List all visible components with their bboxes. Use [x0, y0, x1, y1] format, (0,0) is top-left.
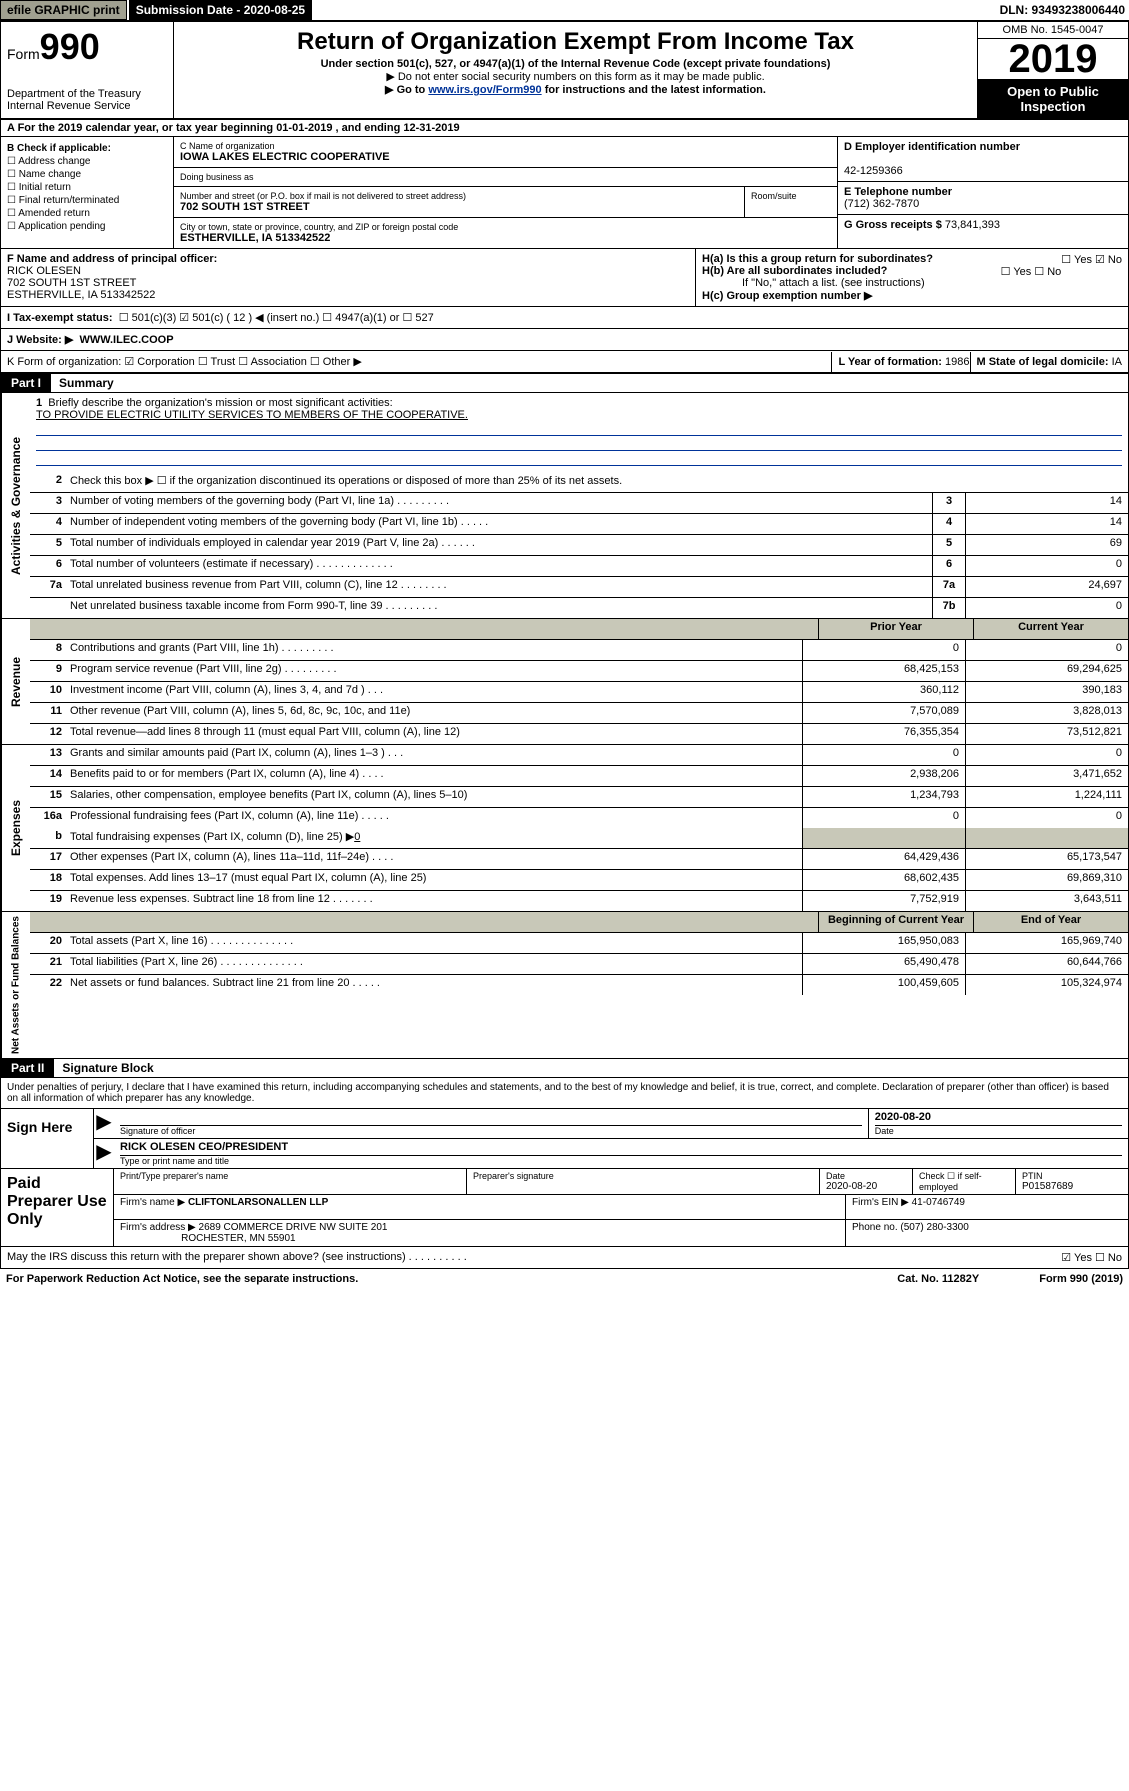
net-assets-section: Net Assets or Fund Balances Beginning of…: [0, 912, 1129, 1059]
block-h: H(a) Is this a group return for subordin…: [696, 249, 1128, 306]
table-row: 19Revenue less expenses. Subtract line 1…: [30, 891, 1128, 911]
revenue-section: Revenue Prior YearCurrent Year 8Contribu…: [0, 619, 1129, 745]
table-row: 9Program service revenue (Part VIII, lin…: [30, 661, 1128, 682]
footer: For Paperwork Reduction Act Notice, see …: [0, 1269, 1129, 1289]
top-bar: efile GRAPHIC print Submission Date - 20…: [0, 0, 1129, 21]
efile-button[interactable]: efile GRAPHIC print: [0, 0, 127, 20]
dept-treasury: Department of the Treasury: [7, 88, 167, 100]
governance-section: Activities & Governance 1 Briefly descri…: [0, 393, 1129, 619]
paid-preparer-block: Paid Preparer Use Only Print/Type prepar…: [0, 1169, 1129, 1247]
block-j-website: J Website: ▶ WWW.ILEC.COOP: [0, 329, 1129, 351]
form-title: Return of Organization Exempt From Incom…: [178, 28, 973, 56]
room-suite: Room/suite: [744, 187, 837, 217]
block-a: A For the 2019 calendar year, or tax yea…: [0, 120, 1129, 137]
block-d-ein: D Employer identification number42-12593…: [838, 137, 1128, 182]
sign-here-block: Sign Here ▶ Signature of officer 2020-08…: [0, 1109, 1129, 1169]
block-e-phone: E Telephone number(712) 362-7870: [838, 182, 1128, 215]
block-g-receipts: G Gross receipts $ 73,841,393: [838, 215, 1128, 248]
table-row: 22Net assets or fund balances. Subtract …: [30, 975, 1128, 995]
table-row: 17Other expenses (Part IX, column (A), l…: [30, 849, 1128, 870]
dba: Doing business as: [174, 168, 837, 186]
block-i-tax-exempt: I Tax-exempt status: ☐ 501(c)(3) ☑ 501(c…: [0, 307, 1129, 329]
block-klm: K Form of organization: ☑ Corporation ☐ …: [0, 351, 1129, 374]
part-i-header: Part I Summary: [0, 374, 1129, 393]
tax-year: 2019: [978, 39, 1128, 79]
discuss-row: May the IRS discuss this return with the…: [0, 1247, 1129, 1269]
block-b: B Check if applicable: ☐ Address change …: [1, 137, 174, 248]
org-name: C Name of organization IOWA LAKES ELECTR…: [174, 137, 837, 167]
expenses-section: Expenses 13Grants and similar amounts pa…: [0, 745, 1129, 912]
table-row: 15Salaries, other compensation, employee…: [30, 787, 1128, 808]
table-row: 18Total expenses. Add lines 13–17 (must …: [30, 870, 1128, 891]
block-l: L Year of formation: 1986: [831, 352, 975, 372]
blocks-bcdefg: B Check if applicable: ☐ Address change …: [0, 137, 1129, 249]
dln: DLN: 93493238006440: [1000, 3, 1129, 17]
city-state-zip: City or town, state or province, country…: [174, 218, 837, 248]
submission-date: Submission Date - 2020-08-25: [129, 0, 312, 20]
form-subtitle: Under section 501(c), 527, or 4947(a)(1)…: [178, 58, 973, 70]
table-row: 12Total revenue—add lines 8 through 11 (…: [30, 724, 1128, 744]
table-row: 16aProfessional fundraising fees (Part I…: [30, 808, 1128, 828]
irs-link[interactable]: www.irs.gov/Form990: [428, 84, 541, 96]
open-to-public: Open to PublicInspection: [978, 79, 1128, 118]
table-row: 11Other revenue (Part VIII, column (A), …: [30, 703, 1128, 724]
block-k: K Form of organization: ☑ Corporation ☐ …: [7, 355, 362, 368]
block-f: F Name and address of principal officer:…: [1, 249, 696, 306]
table-row: 20Total assets (Part X, line 16) . . . .…: [30, 933, 1128, 954]
street-address: Number and street (or P.O. box if mail i…: [174, 187, 744, 217]
form-header: Form990 Department of the Treasury Inter…: [0, 21, 1129, 120]
table-row: 14Benefits paid to or for members (Part …: [30, 766, 1128, 787]
perjury-statement: Under penalties of perjury, I declare th…: [0, 1078, 1129, 1109]
irs-label: Internal Revenue Service: [7, 100, 167, 112]
table-row: 13Grants and similar amounts paid (Part …: [30, 745, 1128, 766]
table-row: 21Total liabilities (Part X, line 26) . …: [30, 954, 1128, 975]
table-row: 10Investment income (Part VIII, column (…: [30, 682, 1128, 703]
link-note: ▶ Go to www.irs.gov/Form990 for instruct…: [178, 83, 973, 96]
part-ii-header: Part II Signature Block: [0, 1059, 1129, 1078]
ssn-note: ▶ Do not enter social security numbers o…: [178, 70, 973, 83]
block-m: M State of legal domicile: IA: [970, 352, 1129, 372]
table-row: 8Contributions and grants (Part VIII, li…: [30, 640, 1128, 661]
form-number: Form990: [7, 26, 167, 68]
blocks-fh: F Name and address of principal officer:…: [0, 249, 1129, 307]
